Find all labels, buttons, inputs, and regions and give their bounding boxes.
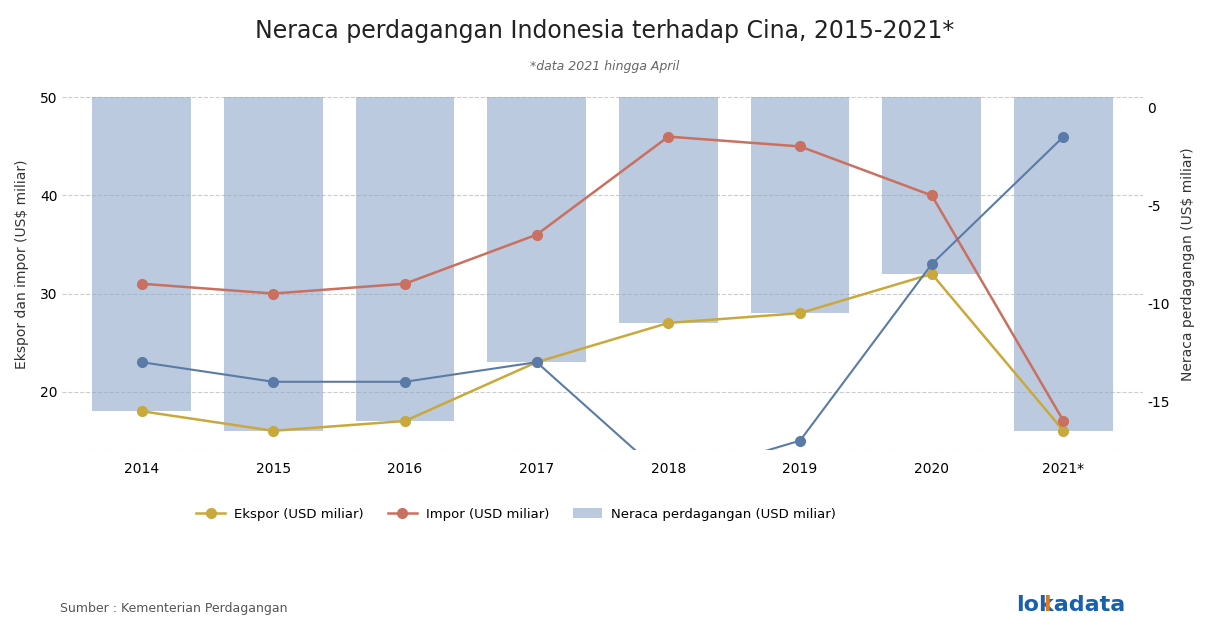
Bar [1014, 97, 1113, 431]
Text: *data 2021 hingga April: *data 2021 hingga April [530, 60, 680, 73]
Y-axis label: Ekspor dan impor (US$ miliar): Ekspor dan impor (US$ miliar) [15, 160, 29, 369]
Y-axis label: Neraca perdagangan (US$ miliar): Neraca perdagangan (US$ miliar) [1181, 148, 1195, 381]
Bar [882, 97, 981, 274]
Bar [620, 97, 718, 323]
Legend: Ekspor (USD miliar), Impor (USD miliar), Neraca perdagangan (USD miliar): Ekspor (USD miliar), Impor (USD miliar),… [191, 502, 841, 526]
Text: l: l [1043, 595, 1050, 615]
Bar [356, 97, 454, 421]
Text: Sumber : Kementerian Perdagangan: Sumber : Kementerian Perdagangan [60, 602, 288, 615]
Bar [92, 97, 191, 411]
Text: Neraca perdagangan Indonesia terhadap Cina, 2015-2021*: Neraca perdagangan Indonesia terhadap Ci… [255, 19, 955, 43]
Bar [750, 97, 849, 313]
Text: lokadata: lokadata [1016, 595, 1125, 615]
Bar [224, 97, 323, 431]
Bar [488, 97, 586, 362]
